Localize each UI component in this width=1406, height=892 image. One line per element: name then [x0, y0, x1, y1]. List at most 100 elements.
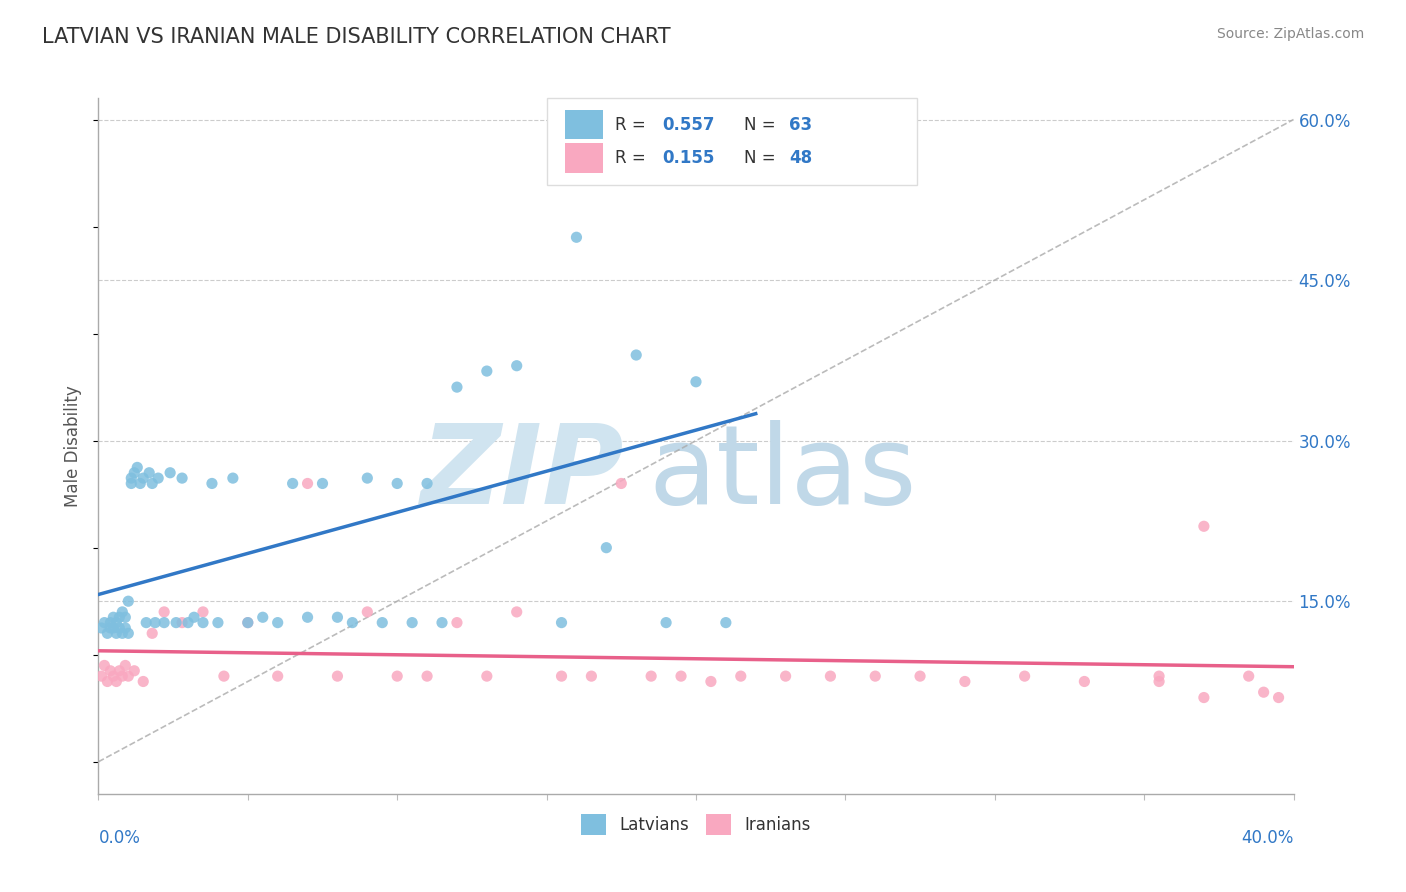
Point [172, 471, 194, 485]
Text: N =: N = [744, 149, 780, 167]
Point [172, 615, 194, 630]
Point [120, 476, 142, 491]
Point [183, 610, 205, 624]
Point [281, 476, 304, 491]
Point [117, 594, 139, 608]
Point [297, 476, 319, 491]
Point [93, 615, 115, 630]
Point [207, 615, 229, 630]
Point [1192, 690, 1215, 705]
Point [117, 626, 139, 640]
Point [385, 476, 409, 491]
Point [141, 626, 163, 640]
Point [267, 615, 290, 630]
Text: atlas: atlas [648, 420, 917, 527]
Point [108, 664, 131, 678]
Point [475, 669, 498, 683]
Point [201, 476, 224, 491]
FancyBboxPatch shape [547, 98, 917, 186]
Point [865, 669, 887, 683]
Point [222, 471, 245, 485]
Point [506, 605, 529, 619]
Point [132, 471, 155, 485]
Point [90, 669, 112, 683]
Point [311, 476, 333, 491]
Point [1253, 685, 1275, 699]
Point [103, 669, 125, 683]
Point [581, 669, 603, 683]
Point [111, 669, 134, 683]
Point [111, 605, 134, 619]
Point [153, 615, 176, 630]
Text: 48: 48 [789, 149, 813, 167]
Point [143, 615, 166, 630]
Point [326, 610, 349, 624]
Point [96, 674, 118, 689]
Point [430, 615, 453, 630]
Point [105, 626, 128, 640]
Point [98, 615, 122, 630]
Point [90, 621, 112, 635]
Point [475, 364, 498, 378]
Point [506, 359, 529, 373]
Point [1147, 669, 1170, 683]
Point [730, 669, 752, 683]
Text: 0.557: 0.557 [662, 116, 716, 134]
Point [669, 669, 692, 683]
Point [124, 466, 146, 480]
Point [132, 674, 155, 689]
Point [108, 610, 131, 624]
Point [103, 610, 125, 624]
Point [775, 669, 797, 683]
Point [135, 615, 157, 630]
Point [550, 615, 572, 630]
Point [1237, 669, 1260, 683]
Point [626, 348, 648, 362]
Point [96, 626, 118, 640]
Point [745, 166, 768, 180]
Point [212, 669, 235, 683]
Text: Source: ZipAtlas.com: Source: ZipAtlas.com [1216, 27, 1364, 41]
Point [446, 380, 468, 394]
Point [416, 669, 439, 683]
FancyBboxPatch shape [565, 144, 603, 172]
Point [159, 466, 181, 480]
Point [700, 674, 723, 689]
Point [1147, 674, 1170, 689]
Point [98, 664, 122, 678]
Point [103, 621, 125, 635]
Point [416, 476, 439, 491]
Text: N =: N = [744, 116, 780, 134]
Point [371, 615, 394, 630]
Point [165, 615, 187, 630]
Point [105, 615, 128, 630]
Point [191, 615, 214, 630]
Point [1014, 669, 1036, 683]
Point [117, 669, 139, 683]
Point [153, 605, 176, 619]
Point [93, 658, 115, 673]
Point [1267, 690, 1289, 705]
Point [120, 471, 142, 485]
Point [401, 615, 423, 630]
Point [610, 476, 633, 491]
Y-axis label: Male Disability: Male Disability [65, 385, 83, 507]
Legend: Latvians, Iranians: Latvians, Iranians [575, 807, 817, 841]
Point [953, 674, 976, 689]
Point [820, 669, 842, 683]
Point [1192, 519, 1215, 533]
Point [177, 615, 200, 630]
Text: R =: R = [614, 116, 651, 134]
Point [111, 626, 134, 640]
Point [685, 375, 707, 389]
Point [655, 615, 678, 630]
Text: 40.0%: 40.0% [1241, 829, 1294, 847]
Point [98, 621, 122, 635]
Text: LATVIAN VS IRANIAN MALE DISABILITY CORRELATION CHART: LATVIAN VS IRANIAN MALE DISABILITY CORRE… [42, 27, 671, 46]
Point [108, 621, 131, 635]
Text: 0.155: 0.155 [662, 149, 714, 167]
Point [356, 605, 378, 619]
Text: 0.0%: 0.0% [98, 829, 141, 847]
Text: 63: 63 [789, 116, 813, 134]
Point [124, 664, 146, 678]
